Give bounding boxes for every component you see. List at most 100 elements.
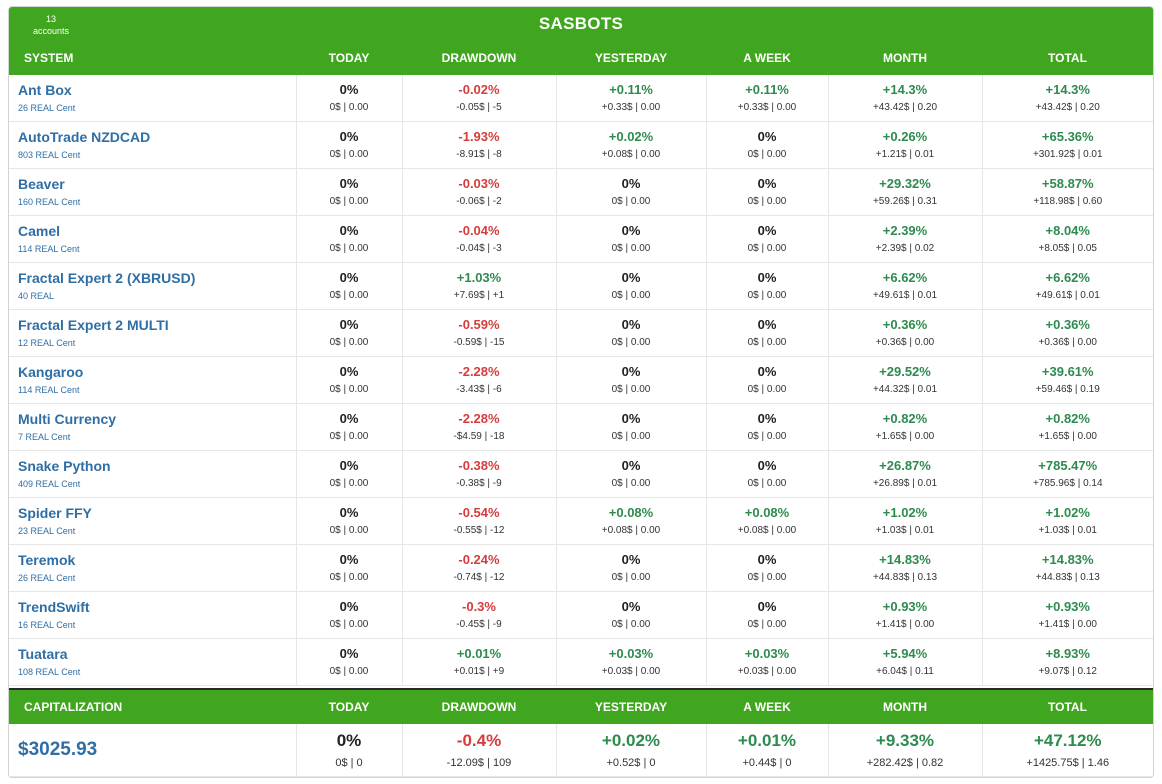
yesterday-cell: 0% 0$ | 0.00 bbox=[555, 309, 706, 357]
month-cell: +0.93% +1.41$ | 0.00 bbox=[827, 591, 982, 639]
yesterday-percent: +0.03% bbox=[608, 646, 654, 661]
system-cell: AutoTrade NZDCAD 803 REAL Cent bbox=[9, 121, 296, 169]
yesterday-percent: +0.02% bbox=[608, 129, 654, 144]
table-row: Fractal Expert 2 (XBRUSD) 40 REAL 0% 0$ | 0… bbox=[9, 262, 1153, 310]
week-amount: 0$ | 0.00 bbox=[747, 290, 787, 301]
week-cell: 0% 0$ | 0.00 bbox=[705, 591, 828, 639]
total-amount: +1.41$ | 0.00 bbox=[1038, 619, 1097, 630]
system-cell: Kangaroo 114 REAL Cent bbox=[9, 356, 296, 404]
yesterday-amount: 0$ | 0.00 bbox=[611, 478, 651, 489]
title-bar: 13 accounts SASBOTS bbox=[9, 7, 1153, 41]
cap-total-amount: +1425.75$ | 1.46 bbox=[1026, 756, 1110, 769]
page-title: SASBOTS bbox=[538, 14, 624, 33]
yesterday-amount: +0.03$ | 0.00 bbox=[601, 666, 661, 677]
drawdown-cell: -0.04% -0.04$ | -3 bbox=[401, 215, 556, 263]
total-percent: +8.93% bbox=[1045, 646, 1090, 661]
system-account-info: 160 REAL Cent bbox=[18, 197, 81, 207]
month-percent: +29.52% bbox=[879, 364, 931, 379]
total-percent: +39.61% bbox=[1041, 364, 1094, 379]
month-percent: +6.62% bbox=[882, 270, 928, 285]
month-cell: +26.87% +26.89$ | 0.01 bbox=[827, 450, 982, 498]
total-percent: +0.93% bbox=[1045, 599, 1090, 614]
total-amount: +49.61$ | 0.01 bbox=[1035, 290, 1100, 301]
cap-week-amount: +0.44$ | 0 bbox=[742, 756, 792, 769]
cap-drawdown-cell: -0.4% -12.09$ | 109 bbox=[401, 724, 556, 777]
table-row: AutoTrade NZDCAD 803 REAL Cent 0% 0$ | 0.00… bbox=[9, 121, 1153, 169]
system-name-link[interactable]: Multi Currency bbox=[18, 411, 117, 427]
drawdown-amount: +7.69$ | +1 bbox=[453, 290, 505, 301]
week-amount: 0$ | 0.00 bbox=[747, 243, 787, 254]
sasbots-panel: 13 accounts SASBOTS SYSTEM TODAY DRAWDOW… bbox=[8, 6, 1154, 778]
cap-header-month: MONTH bbox=[828, 688, 982, 724]
total-percent: +1.02% bbox=[1045, 505, 1090, 520]
cap-header-drawdown: DRAWDOWN bbox=[402, 688, 556, 724]
table-row: Teremok 26 REAL Cent 0% 0$ | 0.00 -0.24% -0.7… bbox=[9, 544, 1153, 592]
week-cell: +0.08% +0.08$ | 0.00 bbox=[705, 497, 828, 545]
drawdown-amount: -0.45$ | -9 bbox=[456, 619, 502, 630]
today-amount: 0$ | 0.00 bbox=[329, 102, 369, 113]
accounts-counter: 13 accounts bbox=[23, 13, 79, 37]
total-amount: +1.65$ | 0.00 bbox=[1038, 431, 1097, 442]
total-cell: +65.36% +301.92$ | 0.01 bbox=[981, 121, 1153, 169]
drawdown-amount: -0.38$ | -9 bbox=[456, 478, 502, 489]
month-amount: +0.36$ | 0.00 bbox=[875, 337, 935, 348]
system-name-link[interactable]: Tuatara bbox=[18, 646, 68, 662]
system-name-link[interactable]: Fractal Expert 2 MULTI bbox=[18, 317, 169, 333]
today-amount: 0$ | 0.00 bbox=[329, 431, 369, 442]
month-cell: +0.26% +1.21$ | 0.01 bbox=[827, 121, 982, 169]
month-amount: +1.65$ | 0.00 bbox=[875, 431, 935, 442]
yesterday-cell: 0% 0$ | 0.00 bbox=[555, 544, 706, 592]
capitalization-value: $3025.93 bbox=[18, 739, 98, 760]
total-percent: +0.36% bbox=[1045, 317, 1090, 332]
cap-header-total: TOTAL bbox=[982, 688, 1153, 724]
system-cell: Spider FFY 23 REAL Cent bbox=[9, 497, 296, 545]
cap-total-cell: +47.12% +1425.75$ | 1.46 bbox=[981, 724, 1153, 777]
week-percent: +0.11% bbox=[745, 82, 789, 97]
system-name-link[interactable]: Kangaroo bbox=[18, 364, 84, 380]
week-percent: 0% bbox=[757, 317, 777, 332]
total-amount: +9.07$ | 0.12 bbox=[1038, 666, 1097, 677]
system-cell: Ant Box 26 REAL Cent bbox=[9, 75, 296, 122]
system-name-link[interactable]: TrendSwift bbox=[18, 599, 90, 615]
system-name-link[interactable]: Beaver bbox=[18, 176, 65, 192]
yesterday-cell: +0.03% +0.03$ | 0.00 bbox=[555, 638, 706, 686]
week-amount: 0$ | 0.00 bbox=[747, 196, 787, 207]
yesterday-percent: 0% bbox=[621, 364, 641, 379]
month-amount: +43.42$ | 0.20 bbox=[872, 102, 938, 113]
week-percent: 0% bbox=[757, 223, 777, 238]
total-cell: +0.36% +0.36$ | 0.00 bbox=[981, 309, 1153, 357]
system-cell: Beaver 160 REAL Cent bbox=[9, 168, 296, 216]
week-percent: +0.08% bbox=[744, 505, 790, 520]
yesterday-cell: 0% 0$ | 0.00 bbox=[555, 262, 706, 310]
week-cell: 0% 0$ | 0.00 bbox=[705, 309, 828, 357]
today-cell: 0% 0$ | 0.00 bbox=[295, 638, 402, 686]
yesterday-cell: +0.02% +0.08$ | 0.00 bbox=[555, 121, 706, 169]
yesterday-percent: 0% bbox=[621, 458, 641, 473]
system-name-link[interactable]: AutoTrade NZDCAD bbox=[18, 129, 151, 145]
system-account-info: 108 REAL Cent bbox=[18, 667, 81, 677]
system-name-link[interactable]: Spider FFY bbox=[18, 505, 92, 521]
today-percent: 0% bbox=[339, 364, 359, 379]
cap-today-percent: 0% bbox=[336, 730, 362, 750]
system-name-link[interactable]: Snake Python bbox=[18, 458, 111, 474]
yesterday-amount: +0.33$ | 0.00 bbox=[601, 102, 661, 113]
total-amount: +785.96$ | 0.14 bbox=[1032, 478, 1103, 489]
system-account-info: 114 REAL Cent bbox=[18, 244, 80, 254]
system-name-link[interactable]: Ant Box bbox=[18, 82, 72, 98]
system-name-link[interactable]: Fractal Expert 2 (XBRUSD) bbox=[18, 270, 196, 286]
month-cell: +14.83% +44.83$ | 0.13 bbox=[827, 544, 982, 592]
table-row: Fractal Expert 2 MULTI 12 REAL Cent 0% 0$ |… bbox=[9, 309, 1153, 357]
cap-month-cell: +9.33% +282.42$ | 0.82 bbox=[827, 724, 982, 777]
total-cell: +14.3% +43.42$ | 0.20 bbox=[981, 75, 1153, 122]
drawdown-amount: -3.43$ | -6 bbox=[456, 384, 502, 395]
yesterday-cell: +0.08% +0.08$ | 0.00 bbox=[555, 497, 706, 545]
total-percent: +14.3% bbox=[1045, 82, 1090, 97]
drawdown-amount: -0.59$ | -15 bbox=[453, 337, 505, 348]
system-name-link[interactable]: Teremok bbox=[18, 552, 76, 568]
total-cell: +6.62% +49.61$ | 0.01 bbox=[981, 262, 1153, 310]
total-percent: +0.82% bbox=[1045, 411, 1090, 426]
system-name-link[interactable]: Camel bbox=[18, 223, 61, 239]
table-row: Spider FFY 23 REAL Cent 0% 0$ | 0.00 -0.54% -… bbox=[9, 497, 1153, 545]
week-amount: 0$ | 0.00 bbox=[747, 619, 787, 630]
month-percent: +1.02% bbox=[882, 505, 928, 520]
